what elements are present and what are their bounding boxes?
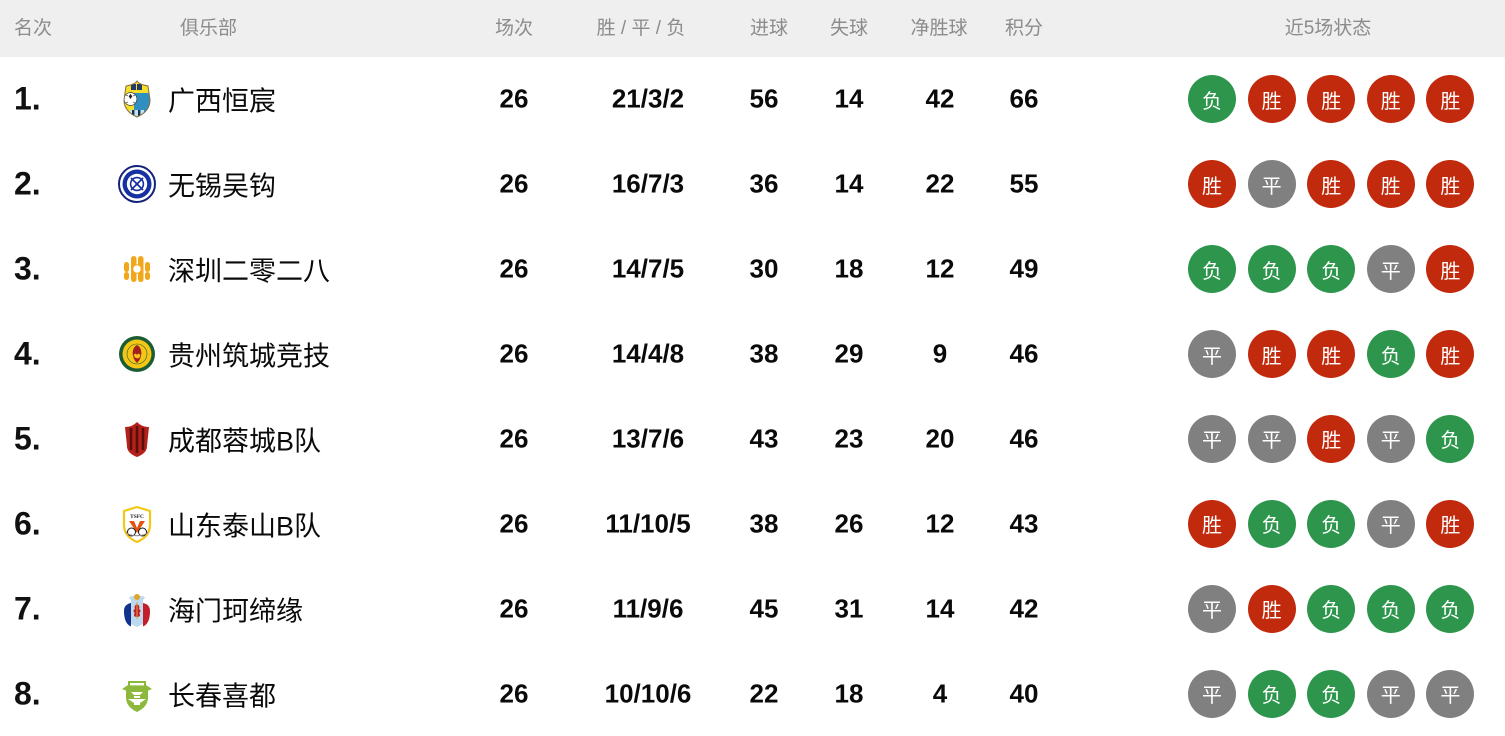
- svg-text:TSFC: TSFC: [130, 514, 144, 520]
